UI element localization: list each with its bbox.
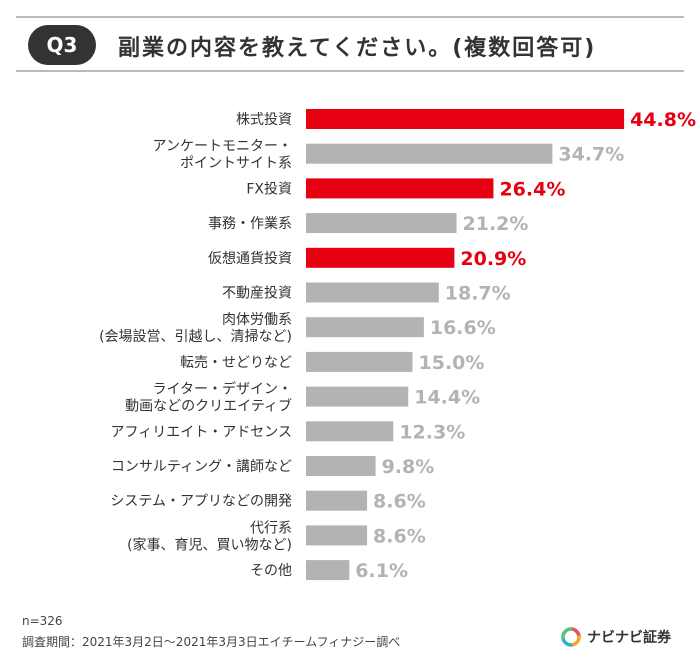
value-label-11: 8.6% xyxy=(373,491,426,513)
navinavi-logo-icon xyxy=(561,627,581,647)
value-label-5: 18.7% xyxy=(445,283,511,305)
category-label-6-0: 肉体労働系 xyxy=(222,312,292,328)
bar-5 xyxy=(306,282,439,303)
value-label-9: 12.3% xyxy=(399,421,465,443)
value-label-13: 6.1% xyxy=(355,560,408,582)
bar-2 xyxy=(306,178,494,199)
bar-4 xyxy=(306,247,455,268)
question-header: Q3 副業の内容を教えてください。(複数回答可) xyxy=(16,16,684,72)
bar-11 xyxy=(306,490,368,511)
survey-period-note: 調査期間：2021年3月2日～2021年3月3日エイチームフィナジー調べ xyxy=(22,635,401,649)
value-label-0: 44.8% xyxy=(630,109,696,131)
sample-size-note: n=326 xyxy=(22,614,63,628)
question-text: 副業の内容を教えてください。(複数回答可) xyxy=(118,36,597,61)
bar-12 xyxy=(306,525,368,546)
category-label-3-0: 事務・作業系 xyxy=(208,216,292,232)
category-label-6-1: (会場設営、引越し、清掃など) xyxy=(99,328,292,345)
value-label-4: 20.9% xyxy=(460,248,526,270)
bar-6 xyxy=(306,317,424,338)
value-label-3: 21.2% xyxy=(463,213,529,235)
category-label-8-0: ライター・デザイン・ xyxy=(153,381,292,398)
category-label-4-0: 仮想通貨投資 xyxy=(208,250,292,267)
category-label-0-0: 株式投資 xyxy=(236,112,292,128)
value-label-1: 34.7% xyxy=(558,144,624,166)
value-label-6: 16.6% xyxy=(430,317,496,339)
category-label-13-0: その他 xyxy=(250,563,292,579)
category-label-12-1: (家事、育児、買い物など) xyxy=(127,536,292,553)
bar-1 xyxy=(306,143,553,164)
category-label-8-1: 動画などのクリエイティブ xyxy=(125,398,292,415)
value-label-12: 8.6% xyxy=(373,525,426,547)
question-badge: Q3 xyxy=(28,25,96,65)
value-label-8: 14.4% xyxy=(414,387,480,409)
bar-13 xyxy=(306,560,350,581)
bar-8 xyxy=(306,386,409,407)
bar-3 xyxy=(306,213,457,234)
value-label-2: 26.4% xyxy=(499,178,565,200)
category-label-1-0: アンケートモニター・ xyxy=(153,139,292,155)
bar-0 xyxy=(306,109,625,129)
category-label-9-0: アフィリエイト・アドセンス xyxy=(111,424,292,440)
category-label-1-1: ポイントサイト系 xyxy=(180,156,292,172)
bar-10 xyxy=(306,456,376,476)
category-label-10-0: コンサルティング・講師など xyxy=(111,459,292,475)
navinavi-logo: ナビナビ証券 xyxy=(561,624,671,650)
bar-9 xyxy=(306,421,394,442)
bar-chart: 44.8% 株式投資 34.7% アンケートモニター・ポイントサイト系 26.4% FX投… xyxy=(99,109,696,582)
category-label-2-0: FX投資 xyxy=(246,181,292,197)
logo-text: ナビナビ証券 xyxy=(587,630,671,646)
category-label-12-0: 代行系 xyxy=(250,520,292,536)
bar-7 xyxy=(306,351,413,372)
value-label-7: 15.0% xyxy=(419,352,485,374)
category-label-5-0: 不動産投資 xyxy=(222,286,292,302)
category-label-7-0: 転売・せどりなど xyxy=(180,355,292,371)
category-label-11-0: システム・アプリなどの開発 xyxy=(110,494,292,510)
value-label-10: 9.8% xyxy=(382,456,435,478)
